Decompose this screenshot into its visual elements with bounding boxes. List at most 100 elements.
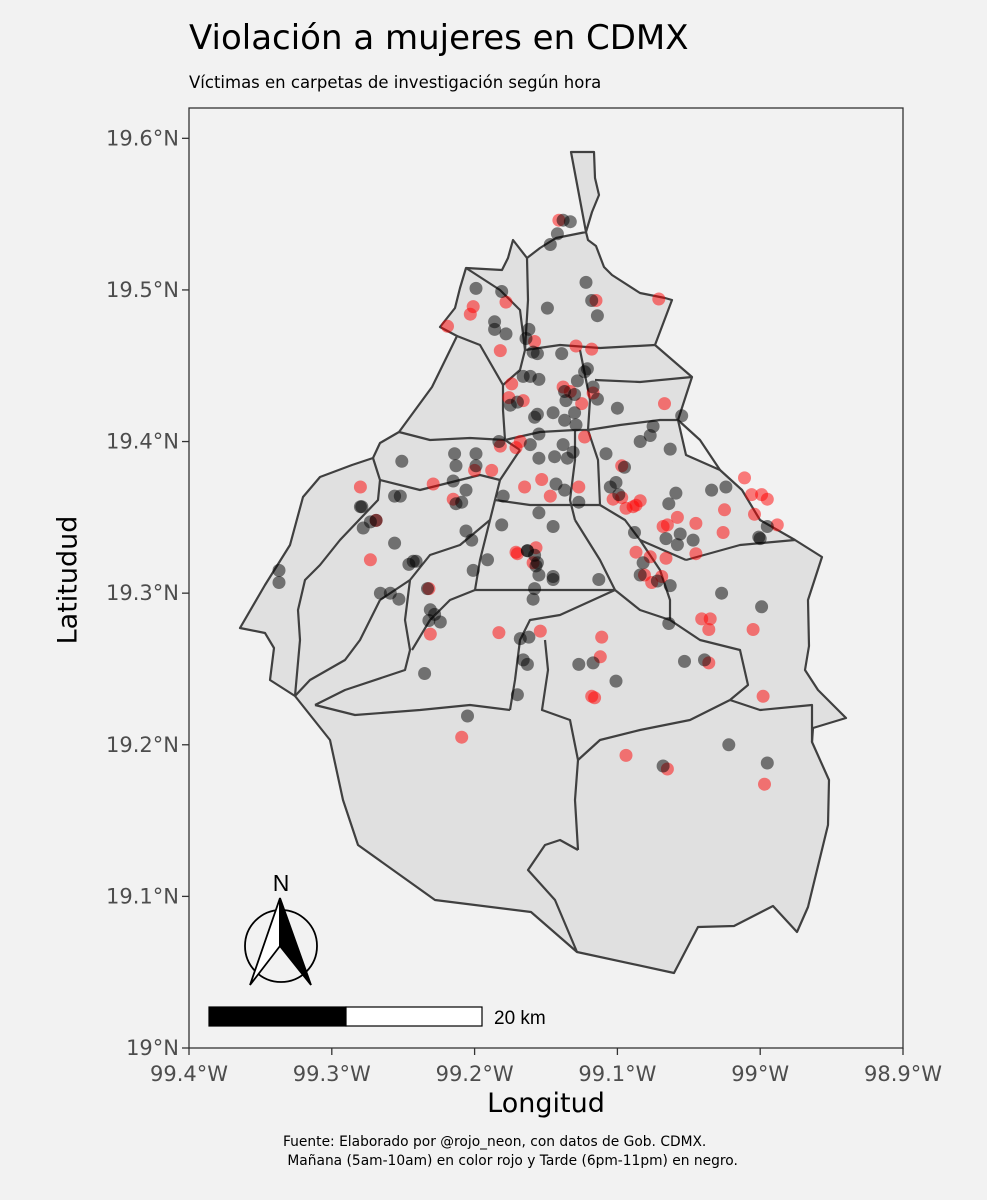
- evening-point: [526, 592, 540, 606]
- evening-point: [590, 392, 604, 406]
- morning-point: [585, 342, 599, 356]
- evening-point: [523, 438, 537, 452]
- x-tick-label: 99.1°W: [578, 1062, 656, 1086]
- boundary-line: [508, 588, 616, 711]
- caption: Fuente: Elaborado por @rojo_neon, con da…: [283, 1133, 738, 1171]
- evening-point: [532, 568, 546, 582]
- evening-point: [578, 365, 592, 379]
- x-tick-label: 99.3°W: [293, 1062, 371, 1086]
- morning-point: [619, 748, 633, 762]
- evening-point: [646, 419, 660, 433]
- morning-point: [588, 691, 602, 705]
- evening-point: [540, 301, 554, 315]
- evening-point: [526, 345, 540, 359]
- evening-point: [532, 427, 546, 441]
- north-arrow-label: N: [273, 870, 290, 896]
- morning-point: [770, 518, 784, 532]
- morning-point: [510, 547, 524, 561]
- morning-point: [703, 612, 717, 626]
- evening-point: [469, 281, 483, 295]
- morning-point: [543, 489, 557, 503]
- evening-point: [395, 454, 409, 468]
- evening-point: [422, 614, 436, 627]
- evening-point: [495, 518, 509, 532]
- evening-point: [569, 418, 583, 432]
- y-tick-label: 19.1°N: [106, 884, 179, 908]
- y-tick-label: 19.4°N: [106, 430, 179, 454]
- boundary-line: [411, 588, 476, 651]
- evening-point: [633, 568, 647, 582]
- evening-point: [519, 332, 533, 345]
- scale-bar-white: [345, 1006, 483, 1027]
- evening-point: [568, 406, 582, 420]
- evening-point: [373, 586, 387, 600]
- morning-point: [748, 507, 761, 521]
- evening-point: [449, 497, 463, 511]
- caption-line-1: Fuente: Elaborado por @rojo_neon, con da…: [283, 1134, 707, 1150]
- evening-point: [272, 563, 286, 577]
- x-axis-label: Longitud: [487, 1088, 605, 1119]
- morning-point: [426, 477, 440, 491]
- evening-point: [585, 294, 599, 307]
- evening-point: [760, 756, 774, 770]
- boundary-line: [577, 699, 731, 761]
- morning-point: [702, 623, 716, 636]
- morning-point: [575, 397, 589, 411]
- boundary-line: [526, 838, 579, 953]
- evening-point: [393, 489, 407, 503]
- morning-point: [569, 339, 583, 353]
- evening-point: [546, 573, 560, 586]
- evening-point: [418, 667, 432, 680]
- morning-point: [718, 503, 731, 517]
- evening-point: [719, 480, 733, 494]
- evening-point: [495, 285, 509, 298]
- north-arrow-right-half: [279, 897, 312, 986]
- boundary-line: [587, 418, 678, 432]
- evening-point: [663, 442, 677, 456]
- morning-point: [499, 295, 513, 309]
- evening-point: [421, 582, 434, 596]
- evening-point: [532, 372, 546, 386]
- morning-point: [578, 430, 592, 444]
- x-tick-label: 99°W: [731, 1062, 789, 1086]
- morning-point: [659, 551, 673, 565]
- evening-point: [669, 486, 683, 500]
- morning-point: [441, 319, 454, 333]
- boundary-line: [669, 619, 750, 701]
- morning-point: [466, 300, 480, 314]
- evening-point: [516, 369, 530, 383]
- evening-point: [459, 483, 473, 497]
- evening-point: [469, 459, 483, 473]
- evening-point: [572, 495, 586, 509]
- evening-point: [572, 657, 586, 671]
- evening-point: [563, 215, 577, 229]
- evening-point: [548, 450, 562, 464]
- morning-point: [595, 630, 609, 644]
- morning-point: [745, 488, 759, 502]
- evening-point: [461, 709, 474, 723]
- evening-point: [402, 557, 416, 571]
- evening-point: [488, 322, 502, 336]
- evening-point: [678, 654, 691, 668]
- evening-point: [686, 533, 700, 547]
- evening-point: [510, 688, 524, 702]
- caption-line-2: Mañana (5am-10am) en color rojo y Tarde …: [283, 1153, 738, 1169]
- morning-point: [572, 480, 586, 494]
- boundary-line: [494, 498, 600, 507]
- evening-point: [558, 413, 572, 427]
- boundary-line: [677, 419, 721, 471]
- evening-point: [590, 309, 604, 323]
- evening-point: [532, 506, 546, 520]
- x-tick-label: 98.9°W: [864, 1062, 942, 1086]
- evening-point: [469, 447, 483, 461]
- evening-point: [388, 536, 402, 550]
- evening-point: [530, 407, 544, 421]
- evening-point: [546, 406, 560, 420]
- boundary-line: [488, 449, 521, 521]
- boundary-line: [473, 519, 615, 592]
- evening-point: [546, 520, 560, 533]
- morning-point: [689, 516, 703, 530]
- evening-point: [499, 327, 513, 341]
- evening-point: [603, 480, 617, 494]
